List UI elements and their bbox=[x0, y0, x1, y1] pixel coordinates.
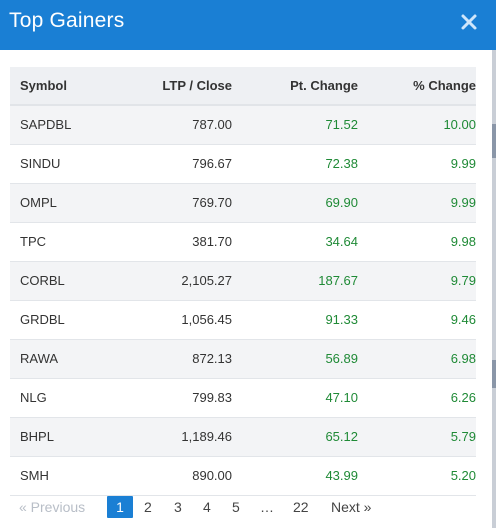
pagination-page-3[interactable]: 3 bbox=[174, 499, 182, 515]
cell-symbol: BHPL bbox=[20, 429, 54, 444]
cell-symbol: OMPL bbox=[20, 195, 57, 210]
cell-ltp: 1,189.46 bbox=[181, 429, 232, 444]
cell-symbol: CORBL bbox=[20, 273, 65, 288]
cell-pt-change: 71.52 bbox=[325, 117, 358, 133]
gainers-table-container: Symbol LTP / Close Pt. Change % Change S… bbox=[10, 67, 476, 496]
cell-symbol: RAWA bbox=[20, 351, 59, 366]
cell-symbol: SAPDBL bbox=[20, 117, 72, 133]
table-header-row: Symbol LTP / Close Pt. Change % Change bbox=[10, 67, 476, 106]
table-row[interactable]: GRDBL 1,056.45 91.33 9.46 bbox=[10, 300, 476, 339]
cell-pct-change: 6.26 bbox=[450, 390, 476, 405]
cell-pt-change: 56.89 bbox=[325, 351, 358, 366]
cell-ltp: 2,105.27 bbox=[181, 273, 232, 288]
cell-ltp: 796.67 bbox=[192, 156, 232, 171]
cell-ltp: 381.70 bbox=[192, 234, 232, 249]
cell-pct-change: 9.46 bbox=[450, 312, 476, 327]
close-icon-glyph bbox=[461, 14, 477, 30]
cell-pt-change: 91.33 bbox=[325, 312, 358, 327]
table-row[interactable]: SAPDBL 787.00 71.52 10.00 bbox=[10, 105, 476, 144]
cell-pt-change: 69.90 bbox=[325, 195, 358, 210]
cell-pct-change: 9.79 bbox=[450, 273, 476, 288]
strip-tick bbox=[492, 360, 496, 388]
cell-pt-change: 43.99 bbox=[325, 468, 358, 483]
column-header-pct-change[interactable]: % Change bbox=[358, 67, 476, 106]
pagination-page-22[interactable]: 22 bbox=[293, 499, 309, 515]
column-header-pt-change[interactable]: Pt. Change bbox=[232, 67, 358, 106]
cell-symbol: TPC bbox=[20, 234, 46, 249]
cell-ltp: 787.00 bbox=[192, 117, 232, 133]
cell-pt-change: 187.67 bbox=[318, 273, 358, 288]
cell-pt-change: 65.12 bbox=[325, 429, 358, 444]
table-row[interactable]: SINDU 796.67 72.38 9.99 bbox=[10, 144, 476, 183]
gainers-table: Symbol LTP / Close Pt. Change % Change S… bbox=[10, 67, 476, 496]
cell-ltp: 872.13 bbox=[192, 351, 232, 366]
modal-header: Top Gainers bbox=[0, 0, 496, 50]
cell-pt-change: 72.38 bbox=[325, 156, 358, 171]
cell-ltp: 1,056.45 bbox=[181, 312, 232, 327]
cell-symbol: SMH bbox=[20, 468, 49, 483]
pagination-page-2[interactable]: 2 bbox=[144, 499, 152, 515]
background-scrollbar-strip bbox=[492, 50, 496, 528]
cell-pct-change: 10.00 bbox=[443, 117, 476, 133]
cell-pct-change: 6.98 bbox=[450, 351, 476, 366]
cell-pct-change: 9.98 bbox=[450, 234, 476, 249]
table-row[interactable]: SMH 890.00 43.99 5.20 bbox=[10, 456, 476, 495]
pagination-page-1[interactable]: 1 bbox=[107, 496, 133, 518]
cell-pct-change: 5.79 bbox=[450, 429, 476, 444]
cell-ltp: 799.83 bbox=[192, 390, 232, 405]
pagination-next[interactable]: Next » bbox=[331, 499, 372, 515]
table-body: SAPDBL 787.00 71.52 10.00 SINDU 796.67 7… bbox=[10, 105, 476, 495]
cell-symbol: NLG bbox=[20, 390, 47, 405]
pagination-page-4[interactable]: 4 bbox=[203, 499, 211, 515]
table-row[interactable]: CORBL 2,105.27 187.67 9.79 bbox=[10, 261, 476, 300]
pagination-page-5[interactable]: 5 bbox=[232, 499, 240, 515]
table-row[interactable]: RAWA 872.13 56.89 6.98 bbox=[10, 339, 476, 378]
close-icon[interactable] bbox=[458, 11, 480, 33]
cell-symbol: SINDU bbox=[20, 156, 61, 171]
modal-title: Top Gainers bbox=[9, 9, 125, 32]
cell-pct-change: 9.99 bbox=[450, 195, 476, 210]
cell-pct-change: 9.99 bbox=[450, 156, 476, 171]
cell-pt-change: 47.10 bbox=[325, 390, 358, 405]
strip-tick bbox=[492, 124, 496, 158]
column-header-ltp-close[interactable]: LTP / Close bbox=[122, 67, 232, 106]
pagination-ellipsis: … bbox=[260, 499, 274, 515]
table-row[interactable]: BHPL 1,189.46 65.12 5.79 bbox=[10, 417, 476, 456]
pagination-previous[interactable]: « Previous bbox=[19, 499, 86, 515]
cell-pt-change: 34.64 bbox=[325, 234, 358, 249]
table-row[interactable]: OMPL 769.70 69.90 9.99 bbox=[10, 183, 476, 222]
column-header-symbol[interactable]: Symbol bbox=[10, 67, 122, 106]
table-row[interactable]: TPC 381.70 34.64 9.98 bbox=[10, 222, 476, 261]
cell-ltp: 769.70 bbox=[192, 195, 232, 210]
table-row[interactable]: NLG 799.83 47.10 6.26 bbox=[10, 378, 476, 417]
cell-symbol: GRDBL bbox=[20, 312, 65, 327]
cell-pct-change: 5.20 bbox=[450, 468, 476, 483]
cell-ltp: 890.00 bbox=[192, 468, 232, 483]
